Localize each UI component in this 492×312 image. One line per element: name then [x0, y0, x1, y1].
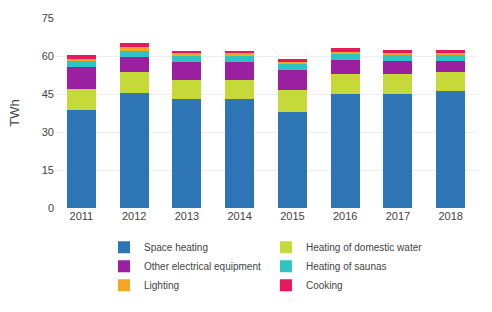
svg-text:30: 30 [42, 126, 54, 138]
svg-text:0: 0 [48, 202, 54, 214]
svg-text:2012: 2012 [122, 210, 146, 222]
svg-text:45: 45 [42, 88, 54, 100]
svg-text:2015: 2015 [280, 210, 304, 222]
svg-text:2014: 2014 [227, 210, 251, 222]
svg-text:Heating of saunas: Heating of saunas [306, 261, 387, 272]
svg-text:Other electrical equipment: Other electrical equipment [144, 261, 261, 272]
svg-text:75: 75 [42, 12, 54, 24]
svg-text:2017: 2017 [386, 210, 410, 222]
svg-text:TWh: TWh [7, 99, 22, 126]
svg-text:Cooking: Cooking [306, 280, 343, 291]
svg-text:60: 60 [42, 50, 54, 62]
svg-text:Lighting: Lighting [144, 280, 179, 291]
svg-text:15: 15 [42, 164, 54, 176]
svg-text:Heating of domestic water: Heating of domestic water [306, 242, 422, 253]
svg-text:2018: 2018 [438, 210, 462, 222]
svg-text:2011: 2011 [70, 210, 94, 222]
svg-text:Space heating: Space heating [144, 242, 208, 253]
svg-text:2013: 2013 [175, 210, 199, 222]
svg-text:2016: 2016 [333, 210, 357, 222]
